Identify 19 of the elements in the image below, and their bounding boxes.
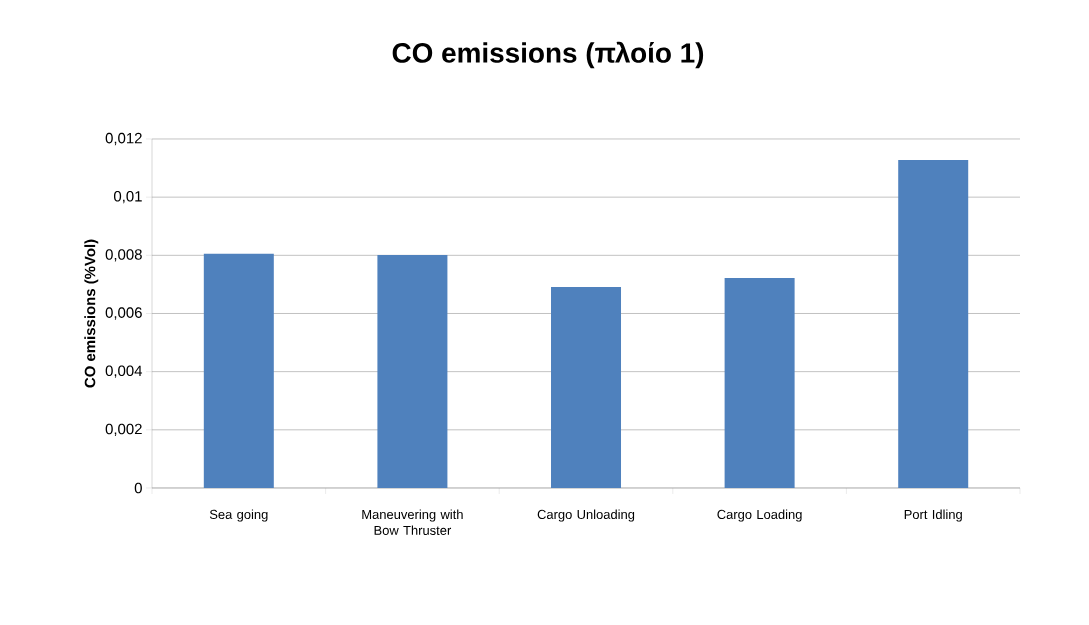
- x-tick-label: Port Idling: [904, 509, 962, 522]
- y-tick-label: 0,008: [105, 249, 142, 262]
- y-tick-label: 0,004: [105, 365, 143, 378]
- bar: [898, 159, 969, 488]
- bar: [203, 253, 274, 488]
- y-tick-label: 0,006: [105, 307, 142, 320]
- bar: [724, 278, 795, 488]
- x-tick-label: Maneuvering with Bow Thruster: [362, 509, 463, 535]
- y-tick-label: 0: [134, 482, 142, 494]
- bar: [377, 255, 448, 488]
- x-tick-label: Sea going: [209, 509, 268, 522]
- y-axis-title: CO emissions (%Vol): [84, 239, 99, 388]
- bar: [551, 287, 622, 488]
- x-tick-label: Cargo Unloading: [537, 509, 635, 522]
- y-tick-label: 0,002: [105, 423, 142, 436]
- chart-title: CO emissions (πλοίο 1): [392, 41, 704, 69]
- y-tick-label: 0,012: [105, 132, 142, 146]
- x-tick-label: Cargo Loading: [717, 509, 802, 522]
- y-tick-label: 0,01: [113, 190, 142, 204]
